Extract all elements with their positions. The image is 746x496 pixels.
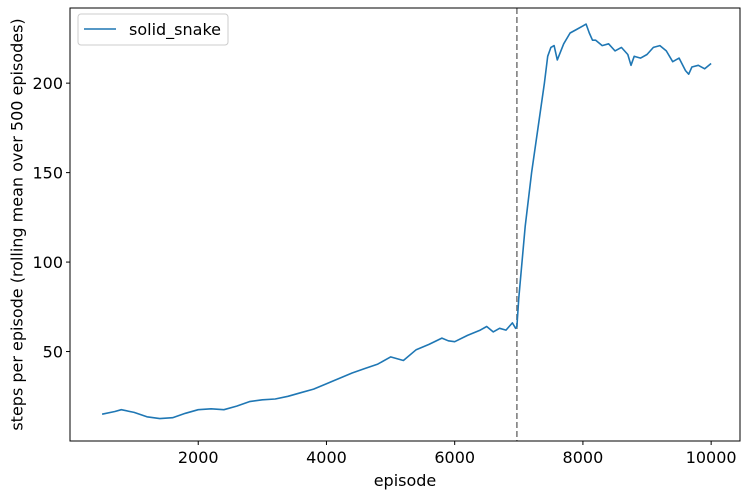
x-tick-label: 6000 [434, 448, 475, 467]
legend: solid_snake [77, 13, 229, 46]
x-tick-label: 2000 [178, 448, 219, 467]
y-tick-label: 200 [32, 74, 63, 93]
legend-box [77, 13, 229, 46]
x-tick-label: 10000 [686, 448, 737, 467]
y-tick-label: 100 [32, 253, 63, 272]
y-axis: 50 100 150 200 [32, 74, 70, 362]
y-tick-label: 150 [32, 164, 63, 183]
legend-label: solid_snake [129, 20, 221, 40]
plot-frame [69, 7, 741, 442]
x-tick-label: 4000 [306, 448, 347, 467]
x-axis-label: episode [374, 471, 437, 490]
series-line [101, 23, 712, 420]
y-tick-label: 50 [43, 343, 63, 362]
x-tick-label: 8000 [563, 448, 604, 467]
plot-area [101, 8, 712, 441]
x-axis: 2000 4000 6000 8000 10000 [178, 441, 737, 467]
y-axis-label: steps per episode (rolling mean over 500… [8, 18, 27, 430]
